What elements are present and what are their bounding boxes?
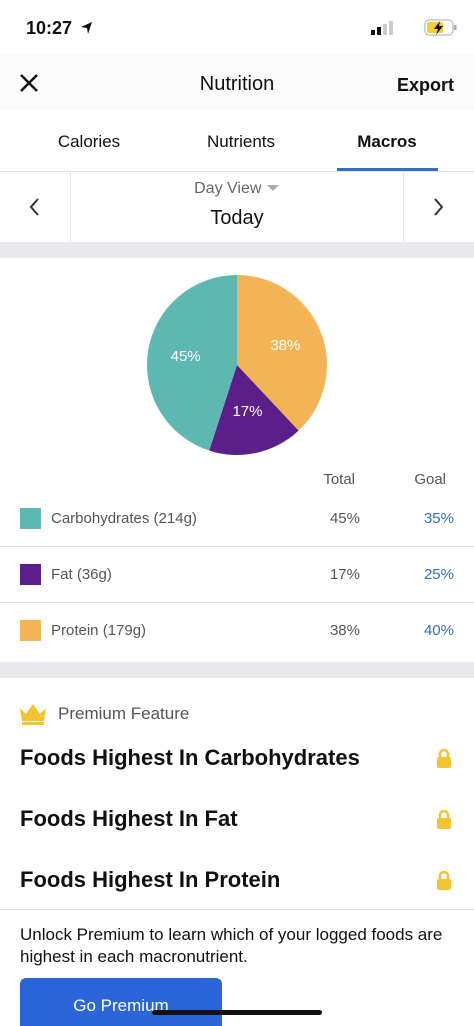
- header-bar: [0, 54, 474, 110]
- macro-total: 38%: [329, 622, 360, 639]
- tab[interactable]: Nutrients: [206, 132, 276, 151]
- close-button[interactable]: [19, 73, 39, 93]
- section-gap: [0, 242, 474, 258]
- legend-swatch: [20, 564, 41, 585]
- locked-feature: Foods Highest In Fat: [20, 806, 238, 831]
- macro-goal: 25%: [423, 566, 454, 583]
- slice-label: 38%: [270, 337, 300, 354]
- view-mode[interactable]: Day View: [0, 180, 474, 198]
- premium-label: Premium Feature: [58, 704, 190, 723]
- slice-label: 17%: [232, 403, 262, 420]
- slice-label: 45%: [171, 348, 201, 365]
- column-header: Goal: [414, 471, 446, 488]
- home-indicator: [152, 1010, 322, 1015]
- divider: [0, 909, 474, 910]
- lock-body: [437, 818, 451, 829]
- location-icon: [81, 22, 92, 34]
- divider: [70, 172, 71, 242]
- pie-chart: 38% 17% 45%: [147, 275, 327, 455]
- divider: [0, 602, 474, 603]
- tab-active[interactable]: Macros: [357, 132, 417, 151]
- go-premium-button[interactable]: Go Premium: [20, 978, 222, 1026]
- prev-day[interactable]: [28, 197, 42, 217]
- signal-icon: [371, 21, 393, 35]
- locked-feature: Foods Highest In Protein: [20, 867, 281, 892]
- macro-total: 17%: [329, 566, 360, 583]
- lock-shackle: [438, 810, 450, 819]
- divider: [0, 546, 474, 547]
- macro-name: Fat (36g): [51, 566, 112, 583]
- divider: [403, 172, 404, 242]
- tab-indicator: [337, 168, 438, 171]
- lock-body: [437, 757, 451, 768]
- dropdown-icon: [266, 185, 279, 191]
- macro-goal: 35%: [423, 510, 454, 527]
- battery-icon: [424, 19, 457, 36]
- legend-swatch: [20, 508, 41, 529]
- lock-shackle: [438, 871, 450, 880]
- legend-swatch: [20, 620, 41, 641]
- pie-slice: [237, 275, 327, 431]
- macro-name: Carbohydrates (214g): [51, 510, 197, 527]
- date-label: Today: [210, 207, 264, 229]
- locked-feature: Foods Highest In Carbohydrates: [20, 745, 360, 770]
- next-day[interactable]: [431, 197, 445, 217]
- lock-body: [437, 879, 451, 890]
- lock-icon: [437, 749, 451, 768]
- lock-icon: [437, 810, 451, 829]
- export-button[interactable]: Export: [396, 75, 454, 95]
- crown-icon: [20, 704, 46, 725]
- view-mode-text: Day View: [194, 180, 262, 197]
- macro-name: Protein (179g): [51, 622, 147, 639]
- clock: 10:27: [26, 18, 73, 38]
- macro-total: 45%: [329, 510, 360, 527]
- divider: [0, 171, 474, 172]
- pie-slice: [147, 275, 237, 451]
- macro-goal: 40%: [423, 622, 454, 639]
- lock-shackle: [438, 749, 450, 758]
- header-title: Nutrition: [199, 73, 275, 95]
- lock-icon: [437, 871, 451, 890]
- section-gap: [0, 662, 474, 678]
- column-header: Total: [323, 471, 355, 488]
- pie-slice: [209, 365, 299, 455]
- premium-description: Unlock Premium to learn which of your lo…: [20, 925, 443, 966]
- tab[interactable]: Calories: [57, 132, 121, 151]
